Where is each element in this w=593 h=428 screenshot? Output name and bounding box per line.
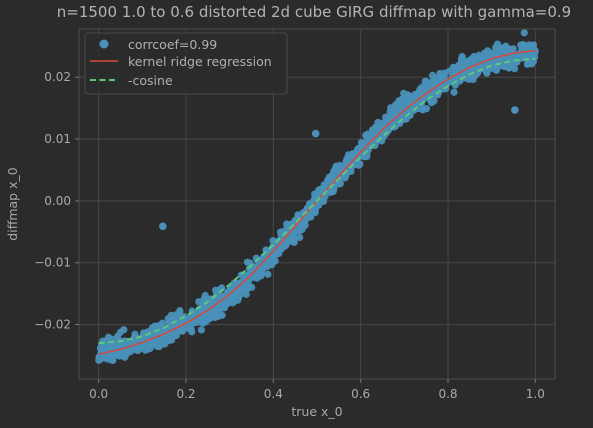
scatter-point: [121, 354, 128, 361]
scatter-point: [331, 166, 338, 173]
scatter-point: [235, 293, 242, 300]
scatter-point: [401, 94, 408, 101]
scatter-point: [134, 347, 141, 354]
scatter-point: [291, 237, 298, 244]
scatter-point: [315, 187, 322, 194]
x-tick-label: 0.8: [438, 387, 457, 401]
scatter-point: [522, 47, 529, 54]
scatter-point: [349, 150, 356, 157]
legend-marker-scatter: [100, 40, 109, 49]
scatter-point: [450, 89, 457, 96]
legend-label: kernel ridge regression: [128, 54, 272, 69]
scatter-point: [374, 124, 381, 131]
y-tick-label: 0.01: [44, 132, 71, 146]
y-tick-label: −0.01: [34, 256, 71, 270]
y-tick-label: 0.00: [44, 194, 71, 208]
x-axis-label: true x_0: [291, 404, 342, 419]
x-tick-label: 0.6: [351, 387, 370, 401]
x-tick-label: 0.0: [89, 387, 108, 401]
scatter-point: [176, 310, 183, 317]
scatter-point: [521, 29, 528, 36]
scatter-point: [143, 344, 150, 351]
scatter-point: [411, 91, 418, 98]
scatter-point: [458, 58, 465, 65]
scatter-point: [282, 237, 289, 244]
scatter-point: [156, 322, 163, 329]
scatter-point: [483, 68, 490, 75]
scatter-point: [204, 316, 211, 323]
x-tick-label: 0.4: [264, 387, 283, 401]
scatter-point: [211, 309, 218, 316]
x-tick-label: 0.2: [176, 387, 195, 401]
outlier-point: [312, 130, 320, 138]
scatter-point: [386, 108, 393, 115]
outlier-point: [159, 222, 167, 230]
scatter-point: [202, 292, 209, 299]
scatter-point: [107, 356, 114, 363]
scatter-point: [258, 269, 265, 276]
chart-title: n=1500 1.0 to 0.6 distorted 2d cube GIRG…: [57, 3, 571, 21]
scatter-point: [120, 326, 127, 333]
scatter-point: [510, 45, 517, 52]
scatter-point: [358, 139, 365, 146]
outlier-point: [511, 106, 519, 114]
y-axis-label: diffmap x_0: [5, 167, 20, 240]
scatter-point: [165, 315, 172, 322]
y-tick-label: 0.02: [44, 70, 71, 84]
scatter-point: [244, 259, 251, 266]
scatter-point: [493, 67, 500, 74]
scatter-point: [364, 134, 371, 141]
legend: corrcoef=0.99 kernel ridge regression -cos…: [85, 33, 287, 94]
scatter-point: [395, 100, 402, 107]
legend-label: corrcoef=0.99: [128, 37, 217, 52]
scatter-point: [168, 337, 175, 344]
x-tick-label: 1.0: [526, 387, 545, 401]
scatter-point: [198, 326, 205, 333]
scatter-point: [97, 356, 104, 363]
y-tick-label: −0.02: [34, 318, 71, 332]
legend-label: -cosine: [128, 73, 173, 88]
